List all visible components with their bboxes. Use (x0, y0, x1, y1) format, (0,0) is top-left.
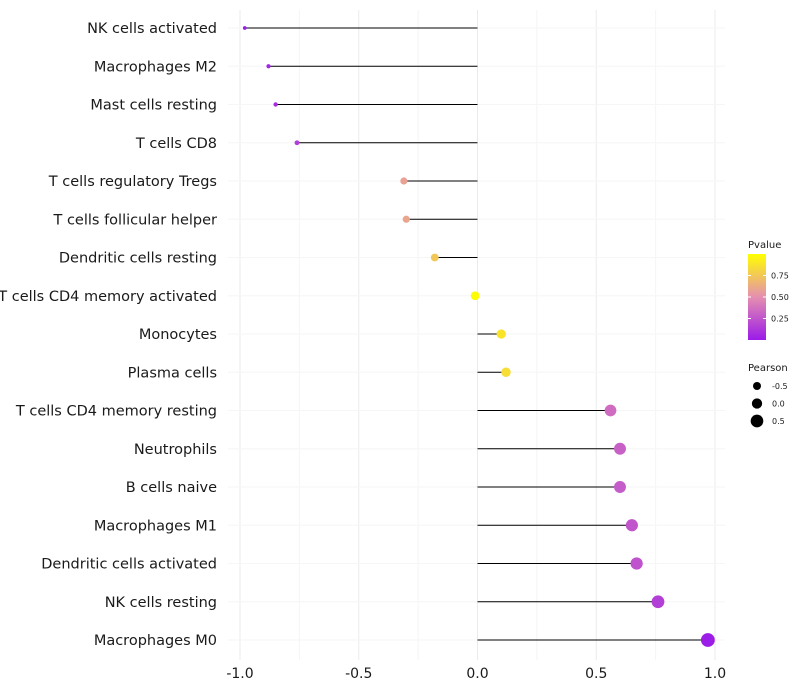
y-tick-label: Monocytes (139, 327, 217, 343)
lollipop-point (266, 64, 271, 69)
lollipop-point (294, 140, 300, 146)
y-tick-label: Neutrophils (134, 442, 217, 458)
y-tick-label: T cells follicular helper (52, 212, 217, 228)
lollipop-point (496, 329, 506, 339)
y-tick-label: B cells naive (126, 480, 217, 496)
lollipop-point (242, 26, 247, 30)
colorbar-tick-label: 0.50 (771, 293, 789, 302)
y-tick-label: T cells regulatory Tregs (48, 174, 217, 190)
x-tick-label: 0.5 (585, 666, 607, 682)
y-tick-label: Mast cells resting (90, 98, 217, 114)
y-tick-label: Dendritic cells activated (41, 557, 217, 573)
pvalue-legend: Pvalue 0.75 0.50 0.25 (748, 240, 789, 340)
y-tick-label: T cells CD4 memory activated (0, 289, 217, 305)
colorbar-tick-label: 0.75 (771, 272, 789, 281)
colorbar-tick-label: 0.25 (771, 315, 789, 324)
lollipop-point (614, 442, 626, 455)
x-axis-ticks: -1.0 -0.5 0.0 0.5 1.0 (226, 666, 726, 682)
y-tick-label: NK cells resting (105, 595, 217, 611)
x-tick-label: -0.5 (345, 666, 372, 682)
lollipop-point (430, 253, 439, 262)
y-tick-label: Macrophages M2 (94, 59, 217, 75)
lollipop-point (273, 102, 278, 107)
y-tick-label: Plasma cells (128, 365, 217, 381)
lollipop-point (614, 481, 626, 493)
pearson-legend: Pearson -0.5 0.0 0.5 (748, 363, 788, 428)
stems (244, 27, 708, 641)
lollipop-point (470, 291, 480, 301)
size-key-dot (753, 382, 761, 390)
size-key-label: 0.5 (772, 417, 785, 426)
y-tick-label: NK cells activated (87, 21, 217, 37)
x-tick-label: 0.0 (466, 666, 488, 682)
lollipop-point (501, 367, 511, 377)
x-tick-label: -1.0 (226, 666, 253, 682)
lollipop-point (400, 177, 408, 185)
y-tick-label: Macrophages M0 (94, 633, 217, 649)
lollipop-point (700, 633, 715, 647)
points (242, 26, 715, 647)
size-key-dot (750, 414, 764, 428)
x-tick-label: 1.0 (704, 666, 726, 682)
pearson-legend-title: Pearson (748, 363, 788, 374)
pvalue-legend-title: Pvalue (748, 240, 781, 251)
lollipop-point (402, 215, 410, 223)
y-tick-label: Dendritic cells resting (59, 251, 217, 267)
y-tick-label: T cells CD4 memory resting (15, 404, 217, 420)
size-key-label: -0.5 (772, 382, 788, 391)
y-tick-label: T cells CD8 (135, 136, 217, 152)
lollipop-point (604, 404, 617, 417)
grid (228, 10, 725, 660)
pvalue-colorbar (748, 254, 766, 340)
size-key-label: 0.0 (772, 400, 785, 409)
y-axis-labels: NK cells activated Macrophages M2 Mast cel… (0, 21, 217, 649)
lollipop-point (651, 595, 665, 609)
lollipop-point (625, 519, 638, 532)
y-tick-label: Macrophages M1 (94, 518, 217, 534)
size-key-dot (751, 398, 763, 409)
lollipop-point (630, 557, 643, 570)
